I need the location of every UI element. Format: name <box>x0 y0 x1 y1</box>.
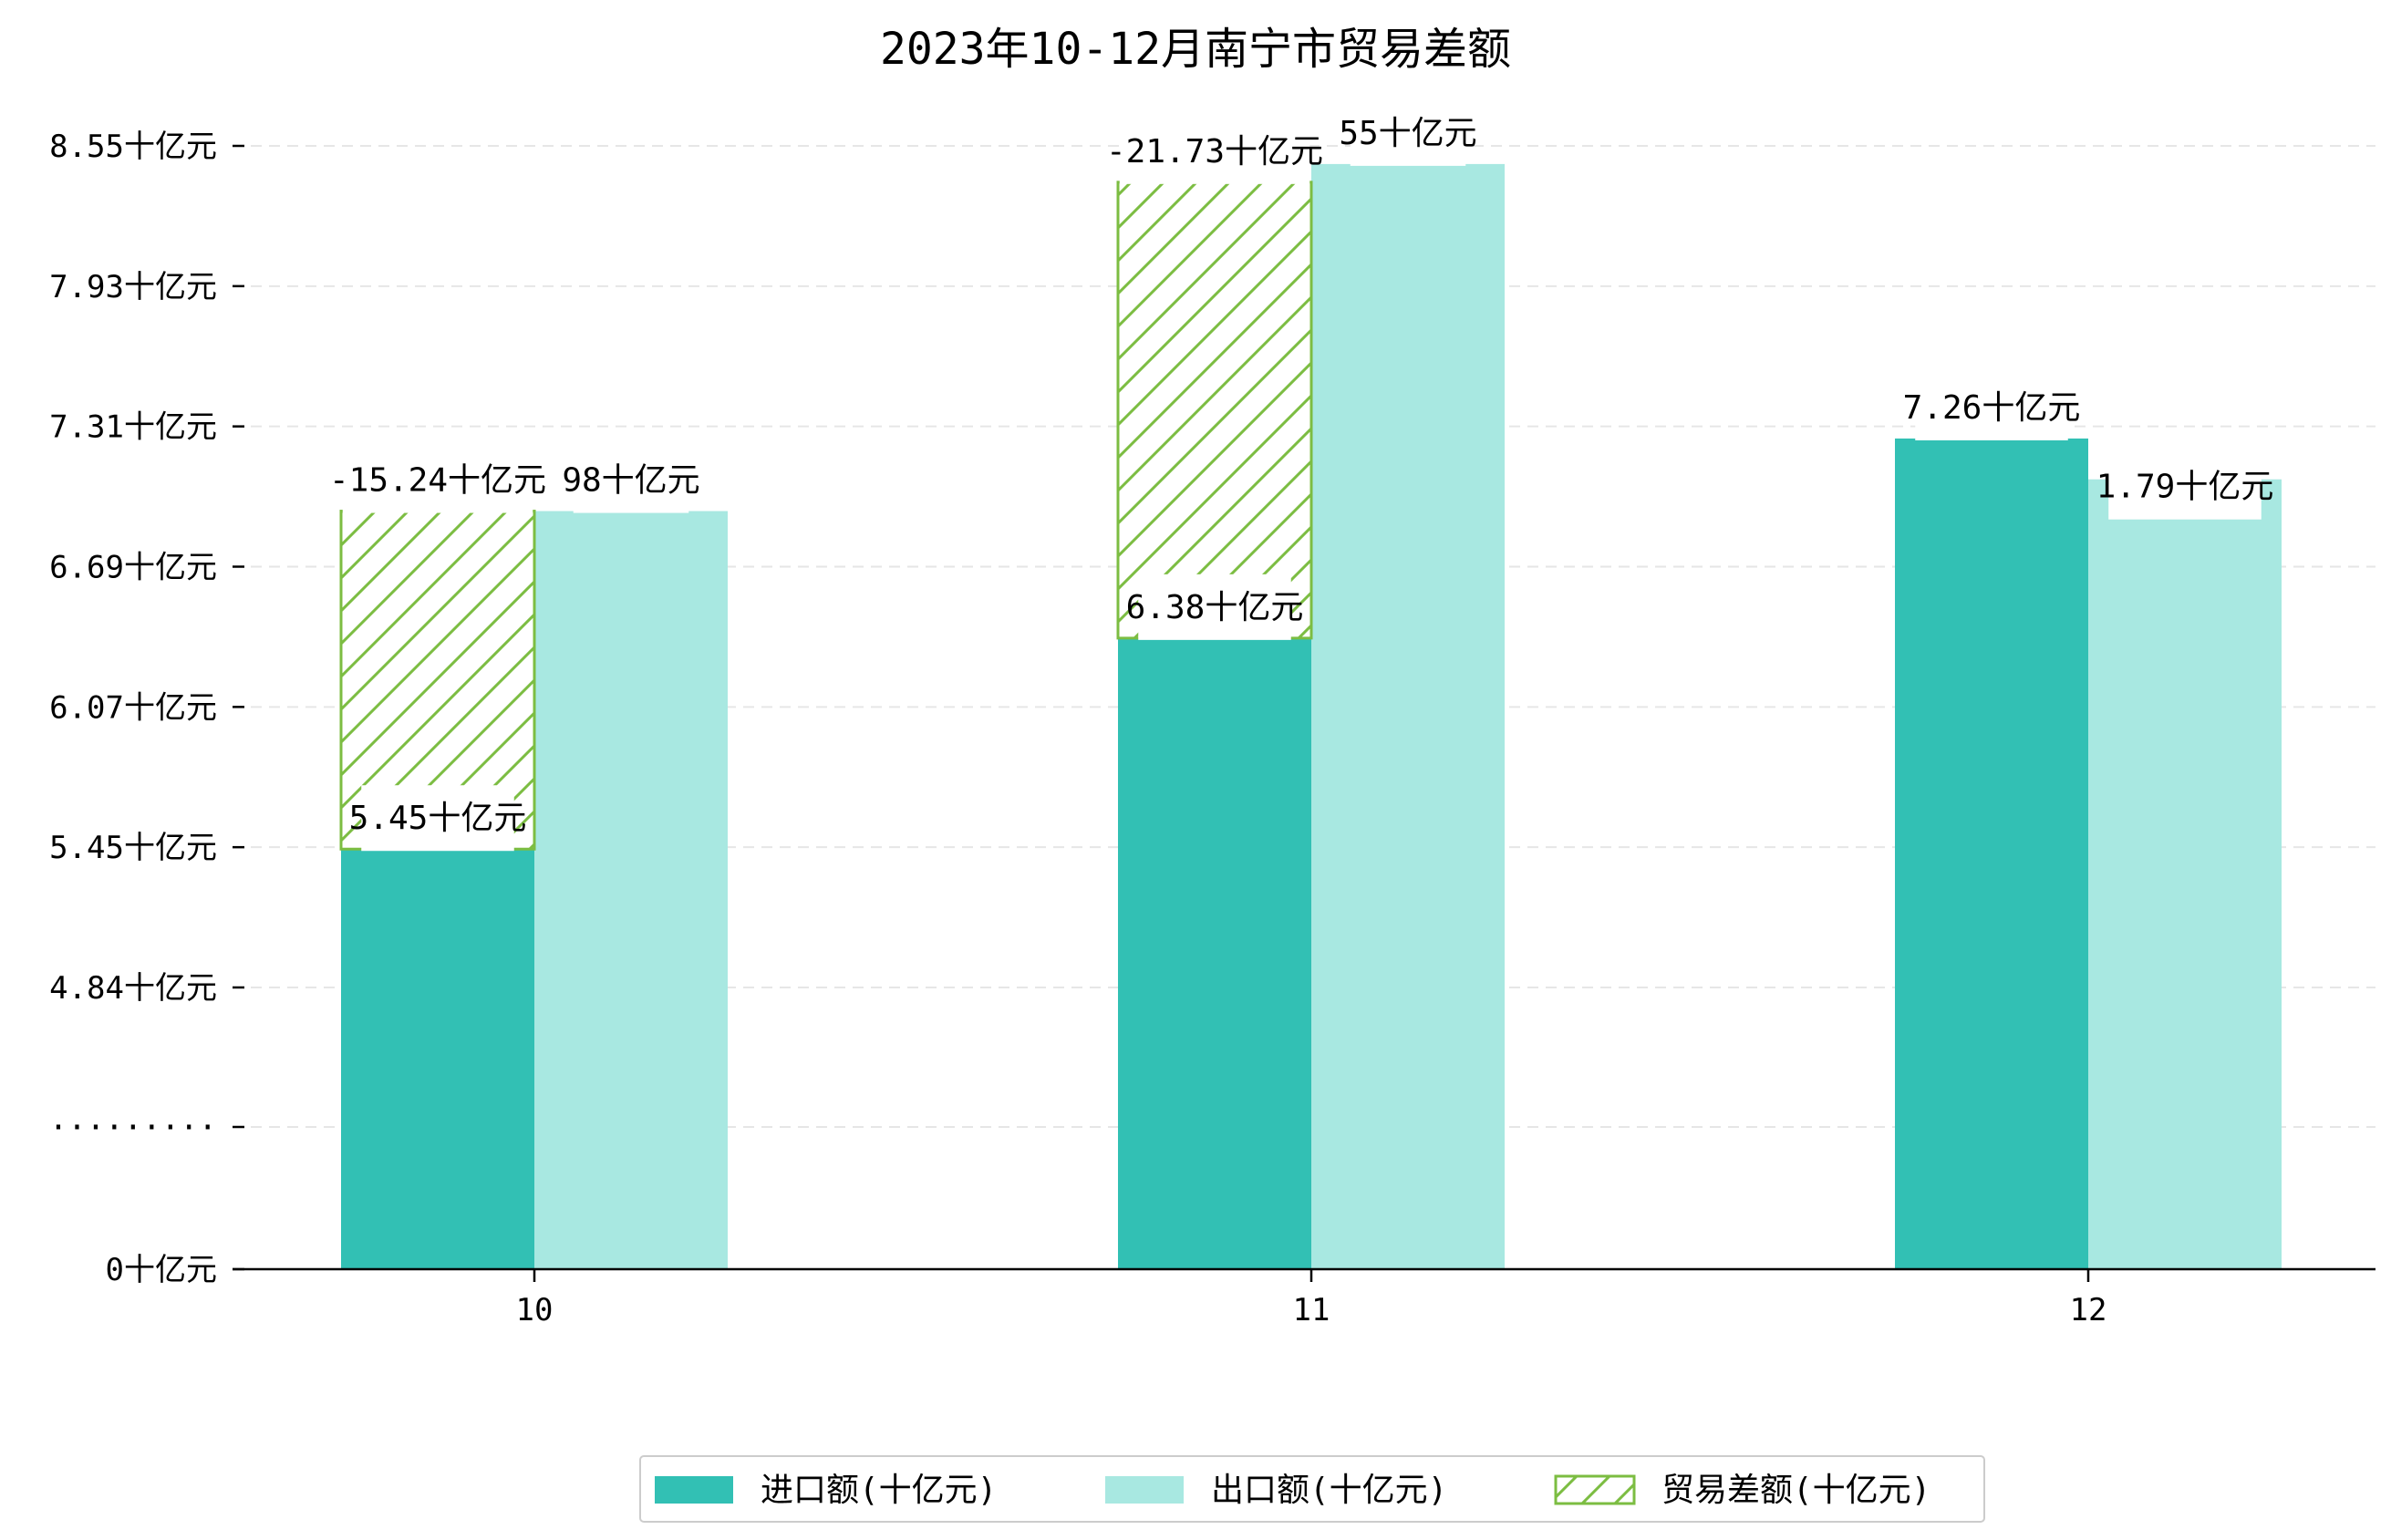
data-label-import-12-bg <box>1915 374 2068 440</box>
legend: 进口额(十亿元) 出口额(十亿元) 贸易差额(十亿元) <box>639 1455 1985 1523</box>
y-tick-label: 7.31十亿元 <box>49 409 217 446</box>
y-tick-label: 7.93十亿元 <box>49 269 217 305</box>
y-tick-label: 8.55十亿元 <box>49 129 217 165</box>
bar-export-12 <box>2088 479 2282 1269</box>
data-label-export-12-bg <box>2108 453 2262 520</box>
data-label-balance-10-bg <box>342 447 533 513</box>
data-label-import-10-bg <box>361 785 514 852</box>
legend-swatch-export <box>1105 1476 1184 1504</box>
bars <box>339 163 2282 1270</box>
legend-frame <box>639 1455 1985 1523</box>
bar-import-11 <box>1118 637 1311 1269</box>
bar-import-10 <box>341 849 534 1269</box>
bar-balance-11 <box>1116 181 1313 640</box>
data-label-balance-11: -21.73十亿元 <box>1106 133 1323 171</box>
y-tick-label: ········· <box>49 1110 217 1146</box>
x-tick-label-10: 10 <box>516 1292 554 1328</box>
legend-label-balance: 贸易差额(十亿元) <box>1661 1472 1930 1509</box>
y-tick-label: 4.84十亿元 <box>49 970 217 1007</box>
data-label-import-12: 7.26十亿元 <box>1903 389 2081 427</box>
data-label-balance-10: -15.24十亿元 <box>329 462 546 500</box>
bar-import-12 <box>1895 438 2088 1269</box>
data-label-import-11-bg <box>1138 574 1291 640</box>
data-label-balance-11-bg <box>1119 118 1310 184</box>
x-tick-label-11: 11 <box>1293 1292 1330 1328</box>
chart-title: 2023年10-12月南宁市贸易差额 <box>880 24 1511 75</box>
y-tick-label: 0十亿元 <box>106 1252 217 1288</box>
y-axis: 0十亿元 ········· 4.84十亿元 5.45十亿元 6.07十亿元 6.69十亿… <box>49 129 244 1288</box>
legend-swatch-import <box>655 1476 733 1504</box>
data-label-export-11: 55十亿元 <box>1339 115 1476 152</box>
data-label-import-11: 6.38十亿元 <box>1126 589 1304 626</box>
y-tick-label: 5.45十亿元 <box>49 830 217 866</box>
legend-swatch-balance <box>1554 1474 1636 1505</box>
legend-label-import: 进口额(十亿元) <box>761 1472 997 1509</box>
data-label-export-10-bg <box>573 447 689 513</box>
y-tick-label: 6.07十亿元 <box>49 689 217 726</box>
data-labels: 5.45十亿元 -15.24十亿元 98十亿元 6.38十亿元 -21.73十亿元 55十… <box>329 99 2274 852</box>
bar-export-11 <box>1311 163 1505 1270</box>
x-tick-label-12: 12 <box>2070 1292 2107 1328</box>
legend-label-export: 出口额(十亿元) <box>1211 1472 1447 1509</box>
data-label-import-10: 5.45十亿元 <box>349 800 527 837</box>
bar-export-10 <box>534 511 728 1269</box>
y-tick-label: 6.69十亿元 <box>49 550 217 586</box>
data-label-export-11-bg <box>1350 99 1466 166</box>
data-label-export-10: 98十亿元 <box>562 462 699 500</box>
data-label-export-12: 1.79十亿元 <box>2096 469 2274 506</box>
x-axis: 10 11 12 <box>516 1269 2107 1328</box>
